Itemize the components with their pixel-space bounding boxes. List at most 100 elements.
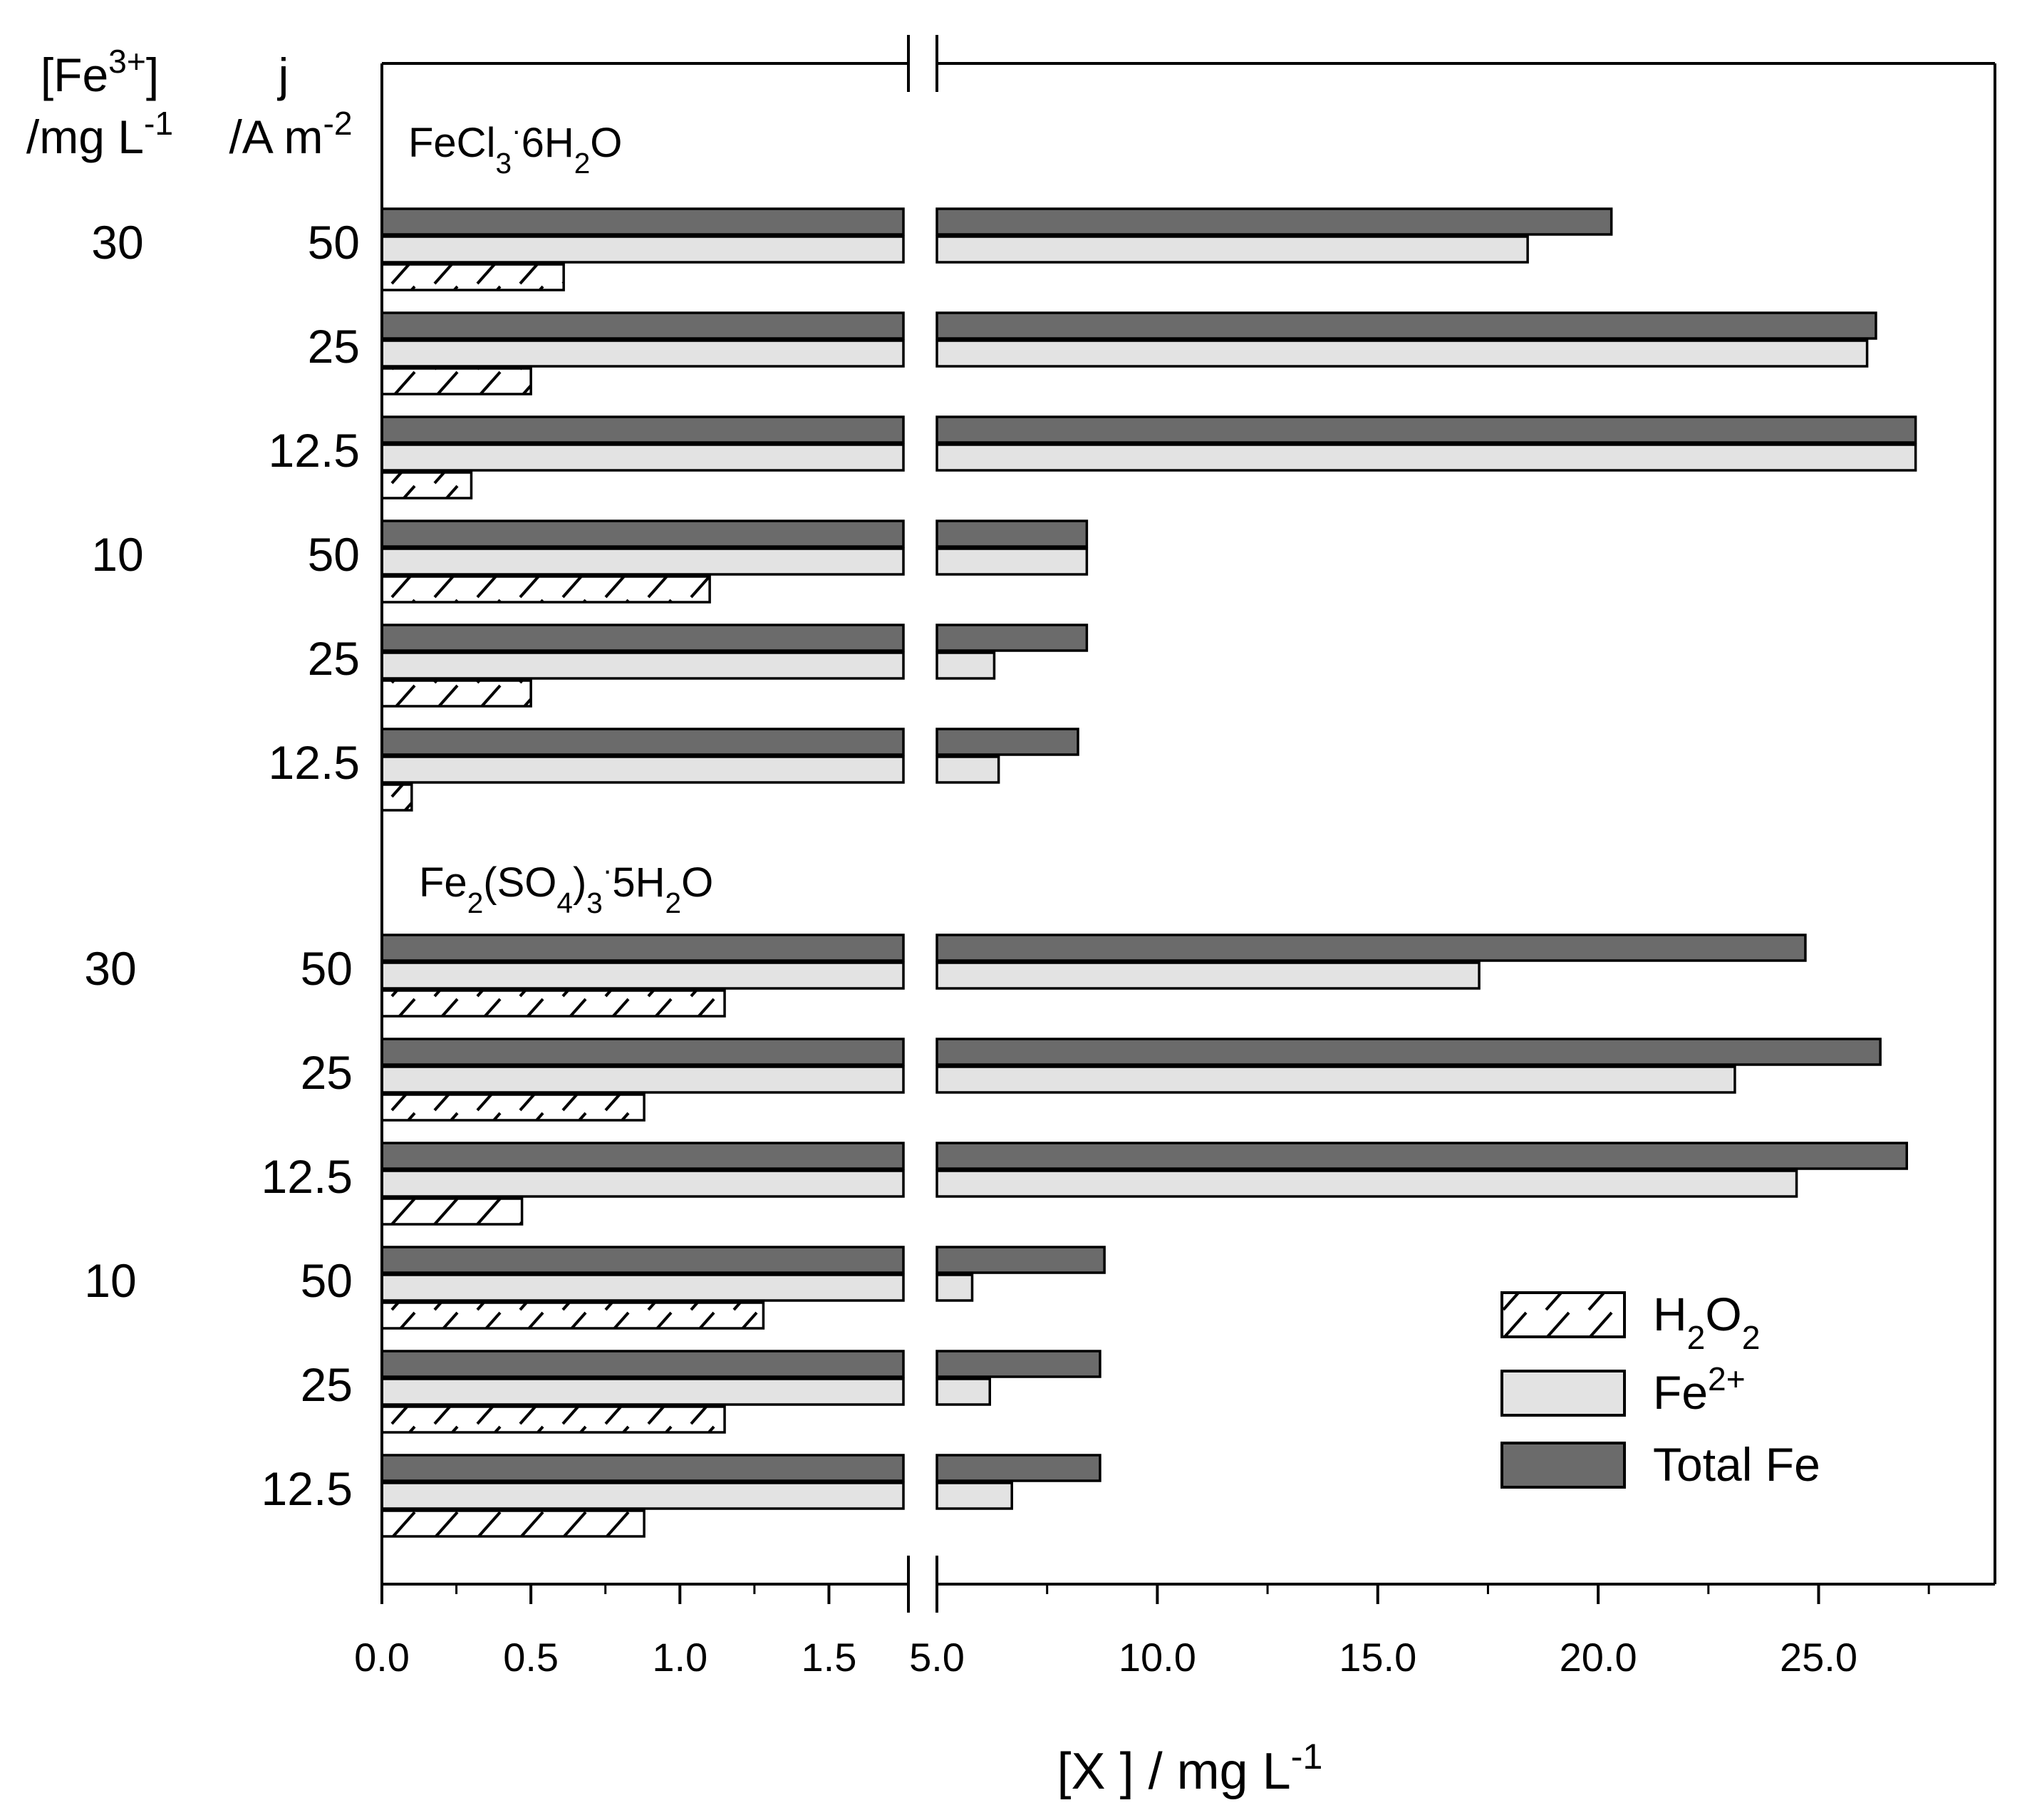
- bar-total-fe-g2-r1-right: [935, 934, 1807, 962]
- bar-total-fe-g2-r4-left: [380, 1246, 905, 1274]
- fe-concentration-label-g1-r4: 10: [91, 528, 143, 581]
- bar-fe2-g2-r5-left: [380, 1377, 905, 1406]
- x-tick-label: 20.0: [1560, 1635, 1637, 1680]
- bar-fe2-g2-r6-left: [380, 1482, 905, 1510]
- bar-h2o2-g1-r5: [380, 679, 532, 708]
- bar-h2o2-g1-r2: [380, 367, 532, 395]
- bar-fe2-g1-r2-left: [380, 339, 905, 368]
- bar-h2o2-g1-r4: [380, 575, 711, 604]
- fe-concentration-label-g2-r1: 30: [84, 942, 136, 995]
- bar-total-fe-g1-r1-right: [935, 207, 1613, 236]
- current-density-label-g2-r3: 12.5: [261, 1150, 353, 1203]
- bar-h2o2-g2-r6: [380, 1509, 646, 1538]
- x-tick-label: 10.0: [1119, 1635, 1196, 1680]
- x-tick-label: 1.0: [652, 1635, 707, 1680]
- fe-column-header-line2: /mg L-1: [26, 105, 173, 163]
- bar-total-fe-g2-r2-left: [380, 1038, 905, 1066]
- bar-fe2-g1-r5-left: [380, 651, 905, 680]
- bar-h2o2-g2-r5: [380, 1405, 726, 1434]
- bar-total-fe-g1-r3-right: [935, 415, 1917, 444]
- bar-total-fe-g1-r5-left: [380, 624, 905, 652]
- bar-fe2-g2-r4-right: [935, 1273, 974, 1302]
- bar-total-fe-g1-r6-left: [380, 728, 905, 756]
- bar-total-fe-g2-r2-right: [935, 1038, 1882, 1066]
- bar-h2o2-g1-r3: [380, 471, 473, 500]
- plot-area: [380, 35, 1996, 1613]
- bar-h2o2-g1-r1: [380, 263, 565, 291]
- bar-fe2-g2-r2-left: [380, 1065, 905, 1094]
- j-column-header-line1: j: [277, 48, 289, 101]
- bar-h2o2-g2-r1: [380, 989, 726, 1018]
- fe-column-header-line1: [Fe3+]: [41, 43, 159, 101]
- bar-fe2-g1-r6-left: [380, 755, 905, 784]
- x-tick-label: 5.0: [909, 1635, 965, 1680]
- x-tick-label: 0.0: [354, 1635, 410, 1680]
- bar-h2o2-g2-r2: [380, 1093, 646, 1122]
- current-density-label-g1-r3: 12.5: [269, 424, 360, 477]
- bar-total-fe-g2-r4-right: [935, 1246, 1106, 1274]
- chart-labels: 30 50 25 12.5 10 50 25 12.5 FeCl3·6H2O 30 50 25 12.5…: [26, 43, 1857, 1800]
- x-axis-label: [X ] / mg L-1: [1057, 1736, 1323, 1801]
- bar-h2o2-g1-r6: [380, 783, 413, 812]
- current-density-label-g1-r5: 25: [308, 632, 360, 685]
- bar-h2o2-g2-r3: [380, 1197, 524, 1226]
- bar-fe2-g1-r3-right: [935, 443, 1917, 472]
- bar-fe2-g2-r1-right: [935, 961, 1481, 990]
- bar-fe2-g2-r4-left: [380, 1273, 905, 1302]
- group-title-2: Fe2(SO4)3·5H2O: [419, 854, 713, 919]
- bar-fe2-g2-r6-right: [935, 1482, 1013, 1510]
- bar-total-fe-g1-r4-left: [380, 519, 905, 548]
- bar-total-fe-g2-r6-left: [380, 1454, 905, 1482]
- x-tick-label: 0.5: [503, 1635, 559, 1680]
- legend-swatch-total-fe: [1500, 1442, 1626, 1489]
- current-density-label-g1-r2: 25: [308, 320, 360, 373]
- x-tick-label: 1.5: [801, 1635, 856, 1680]
- bar-total-fe-g1-r1-left: [380, 207, 905, 236]
- fe-concentration-label-g1-r1: 30: [91, 216, 143, 269]
- current-density-label-g2-r4: 50: [301, 1254, 353, 1307]
- current-density-label-g1-r1: 50: [308, 216, 360, 269]
- current-density-label-g2-r2: 25: [301, 1046, 353, 1099]
- bar-total-fe-g1-r2-left: [380, 311, 905, 340]
- bar-fe2-g2-r2-right: [935, 1065, 1736, 1094]
- bar-h2o2-g2-r4: [380, 1301, 765, 1330]
- x-tick-label: 25.0: [1780, 1635, 1857, 1680]
- bar-total-fe-g2-r3-left: [380, 1142, 905, 1170]
- bar-total-fe-g2-r5-left: [380, 1350, 905, 1378]
- bar-fe2-g2-r5-right: [935, 1377, 991, 1406]
- current-density-label-g2-r5: 25: [301, 1358, 353, 1411]
- legend-swatch-h2o2: [1500, 1291, 1626, 1338]
- bar-fe2-g1-r3-left: [380, 443, 905, 472]
- bar-fe2-g2-r3-left: [380, 1169, 905, 1198]
- x-tick-label: 15.0: [1339, 1635, 1416, 1680]
- current-density-label-g2-r1: 50: [301, 942, 353, 995]
- bar-total-fe-g2-r3-right: [935, 1142, 1908, 1170]
- bar-fe2-g1-r6-right: [935, 755, 1000, 784]
- bar-fe2-g1-r5-right: [935, 651, 996, 680]
- j-column-header-line2: /A m-2: [229, 105, 352, 163]
- fe-concentration-label-g2-r4: 10: [84, 1254, 136, 1307]
- current-density-label-g1-r6: 12.5: [269, 736, 360, 789]
- legend-swatch-fe2-: [1500, 1370, 1626, 1417]
- bar-total-fe-g2-r6-right: [935, 1454, 1101, 1482]
- group-title-1: FeCl3·6H2O: [408, 114, 622, 180]
- legend-label-total-fe: Total Fe: [1653, 1438, 1820, 1491]
- current-density-label-g2-r6: 12.5: [261, 1462, 353, 1515]
- bar-total-fe-g1-r3-left: [380, 415, 905, 444]
- bar-total-fe-g2-r1-left: [380, 934, 905, 962]
- bar-total-fe-g1-r4-right: [935, 519, 1089, 548]
- bar-total-fe-g1-r2-right: [935, 311, 1877, 340]
- bar-fe2-g1-r1-left: [380, 235, 905, 264]
- current-density-label-g1-r4: 50: [308, 528, 360, 581]
- bar-fe2-g1-r4-right: [935, 547, 1089, 576]
- bar-fe2-g1-r4-left: [380, 547, 905, 576]
- legend-label-fe2-: Fe2+: [1653, 1360, 1746, 1419]
- bar-total-fe-g2-r5-right: [935, 1350, 1101, 1378]
- bar-total-fe-g1-r5-right: [935, 624, 1089, 652]
- bar-fe2-g1-r1-right: [935, 235, 1529, 264]
- bar-fe2-g1-r2-right: [935, 339, 1869, 368]
- legend-label-h2o2: H2O2: [1653, 1288, 1760, 1356]
- bar-total-fe-g1-r6-right: [935, 728, 1079, 756]
- bar-fe2-g2-r1-left: [380, 961, 905, 990]
